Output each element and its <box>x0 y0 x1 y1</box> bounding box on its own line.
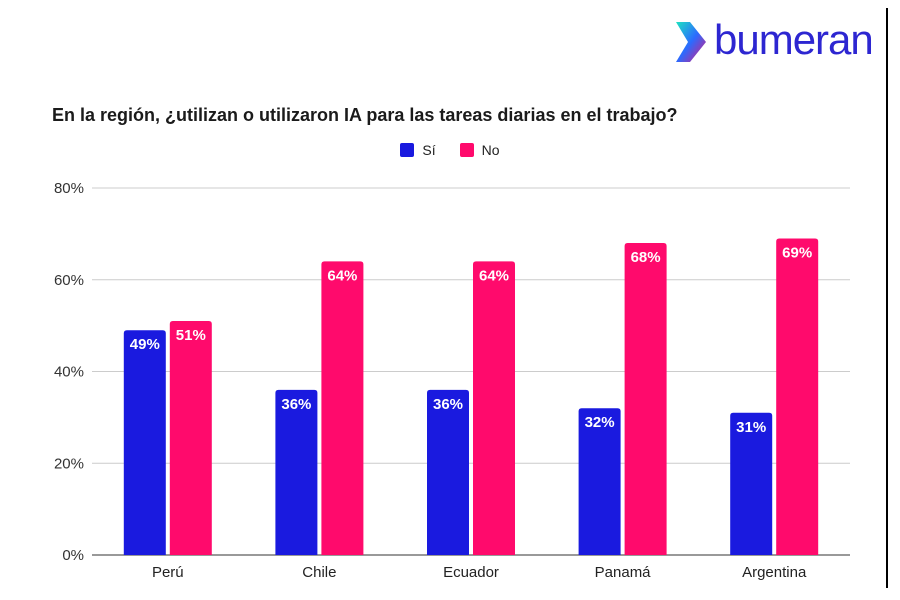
x-category-label: Panamá <box>595 564 652 581</box>
bar-si <box>275 389 318 555</box>
bar-no <box>321 261 364 555</box>
chart-legend: Sí No <box>0 142 900 158</box>
data-label: 69% <box>782 244 812 261</box>
legend-swatch-no <box>459 143 474 157</box>
brand-logo: bumeran <box>672 14 874 70</box>
bar-no <box>624 243 667 556</box>
data-label: 32% <box>585 414 615 431</box>
chart-title: En la región, ¿utilizan o utilizaron IA … <box>52 105 678 125</box>
y-tick-label: 80% <box>54 180 84 197</box>
brand-name: bumeran <box>714 16 874 63</box>
bar-no <box>776 238 819 555</box>
data-label: 49% <box>130 336 160 353</box>
data-label: 31% <box>736 419 766 436</box>
y-tick-label: 60% <box>54 272 84 289</box>
bar-si <box>730 412 773 555</box>
data-label: 36% <box>281 396 311 413</box>
data-label: 64% <box>479 267 509 284</box>
bar-si <box>427 389 469 555</box>
x-category-label: Perú <box>152 564 184 581</box>
legend-swatch-si <box>400 143 415 157</box>
data-label: 64% <box>327 267 357 284</box>
bar-no <box>169 321 212 555</box>
data-label: 51% <box>176 327 206 344</box>
y-tick-label: 40% <box>54 364 84 381</box>
data-label: 36% <box>433 396 463 413</box>
x-category-label: Chile <box>302 564 336 581</box>
legend-item-no: No <box>459 142 500 158</box>
legend-label-si: Sí <box>422 142 436 158</box>
bar-no <box>473 261 515 555</box>
bar-si <box>578 408 621 555</box>
right-border-line <box>886 8 888 588</box>
x-category-label: Ecuador <box>443 564 499 581</box>
data-label: 68% <box>631 249 661 266</box>
legend-label-no: No <box>481 142 500 158</box>
y-tick-label: 0% <box>62 547 84 564</box>
y-tick-label: 20% <box>54 455 84 472</box>
legend-item-si: Sí <box>400 142 436 158</box>
x-category-label: Argentina <box>742 564 807 581</box>
bar-si <box>123 330 166 555</box>
bumeran-logo-icon <box>676 22 706 62</box>
